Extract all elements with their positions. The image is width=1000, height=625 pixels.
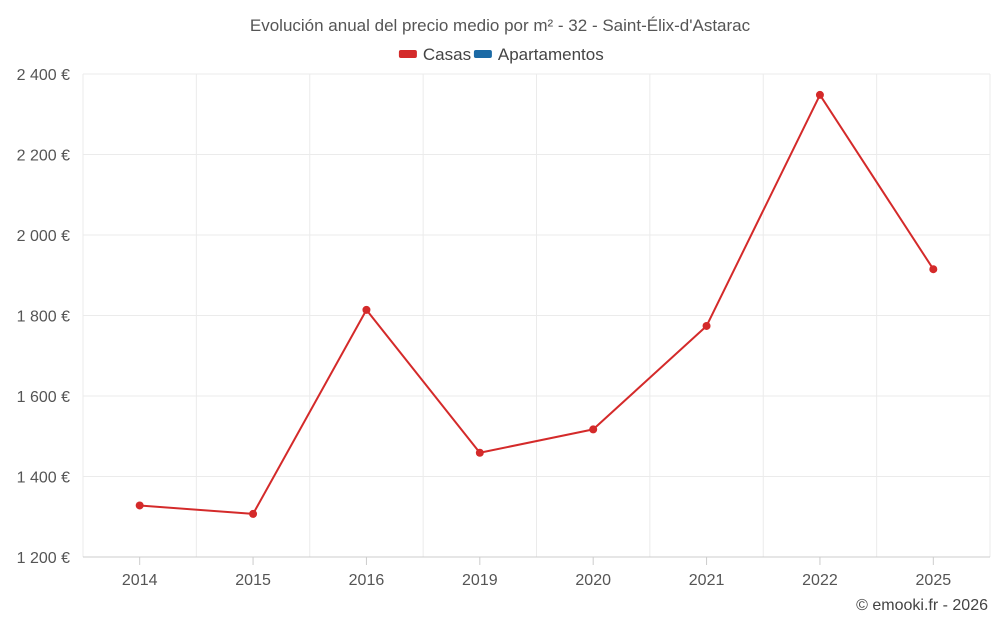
y-tick-label: 1 600 € xyxy=(17,389,70,406)
data-point[interactable] xyxy=(475,448,484,457)
y-tick-label: 1 400 € xyxy=(17,470,70,487)
data-point[interactable] xyxy=(249,509,258,518)
y-tick-label: 2 200 € xyxy=(17,148,70,165)
x-tick-label: 2022 xyxy=(802,572,838,589)
data-point[interactable] xyxy=(702,321,711,330)
legend-swatch xyxy=(473,50,492,58)
x-axis: 2014 2015 2016 2019 2020 2021 2022 2025 xyxy=(83,556,990,589)
x-tick-label: 2016 xyxy=(349,572,385,589)
data-point[interactable] xyxy=(362,305,371,314)
x-tick-label: 2014 xyxy=(122,572,158,589)
legend-item-casas[interactable]: Casas xyxy=(398,45,471,64)
y-tick-label: 2 000 € xyxy=(17,228,70,245)
credit-text: © emooki.fr - 2026 xyxy=(856,597,988,614)
legend-label: Casas xyxy=(423,45,471,64)
y-tick-label: 1 200 € xyxy=(17,550,70,567)
chart-title: Evolución anual del precio medio por m² … xyxy=(250,16,751,35)
x-tick-label: 2025 xyxy=(916,572,952,589)
y-tick-label: 1 800 € xyxy=(17,309,70,326)
series-line-casas xyxy=(139,93,935,515)
data-point[interactable] xyxy=(135,501,144,510)
x-tick-label: 2020 xyxy=(575,572,611,589)
grid xyxy=(82,73,991,557)
x-tick-label: 2015 xyxy=(235,572,271,589)
series-layer xyxy=(135,90,938,518)
x-tick-label: 2019 xyxy=(462,572,498,589)
y-axis: 1 200 € 1 400 € 1 600 € 1 800 € 2 000 € 2 200… xyxy=(17,67,70,567)
legend-label: Apartamentos xyxy=(498,45,604,64)
legend-swatch xyxy=(398,50,417,58)
data-point[interactable] xyxy=(589,425,598,434)
x-tick-label: 2021 xyxy=(689,572,725,589)
legend: Casas Apartamentos xyxy=(398,45,604,64)
legend-item-apartamentos[interactable]: Apartamentos xyxy=(473,45,604,64)
y-tick-label: 2 400 € xyxy=(17,67,70,84)
data-point[interactable] xyxy=(815,90,824,99)
data-point[interactable] xyxy=(929,265,938,274)
